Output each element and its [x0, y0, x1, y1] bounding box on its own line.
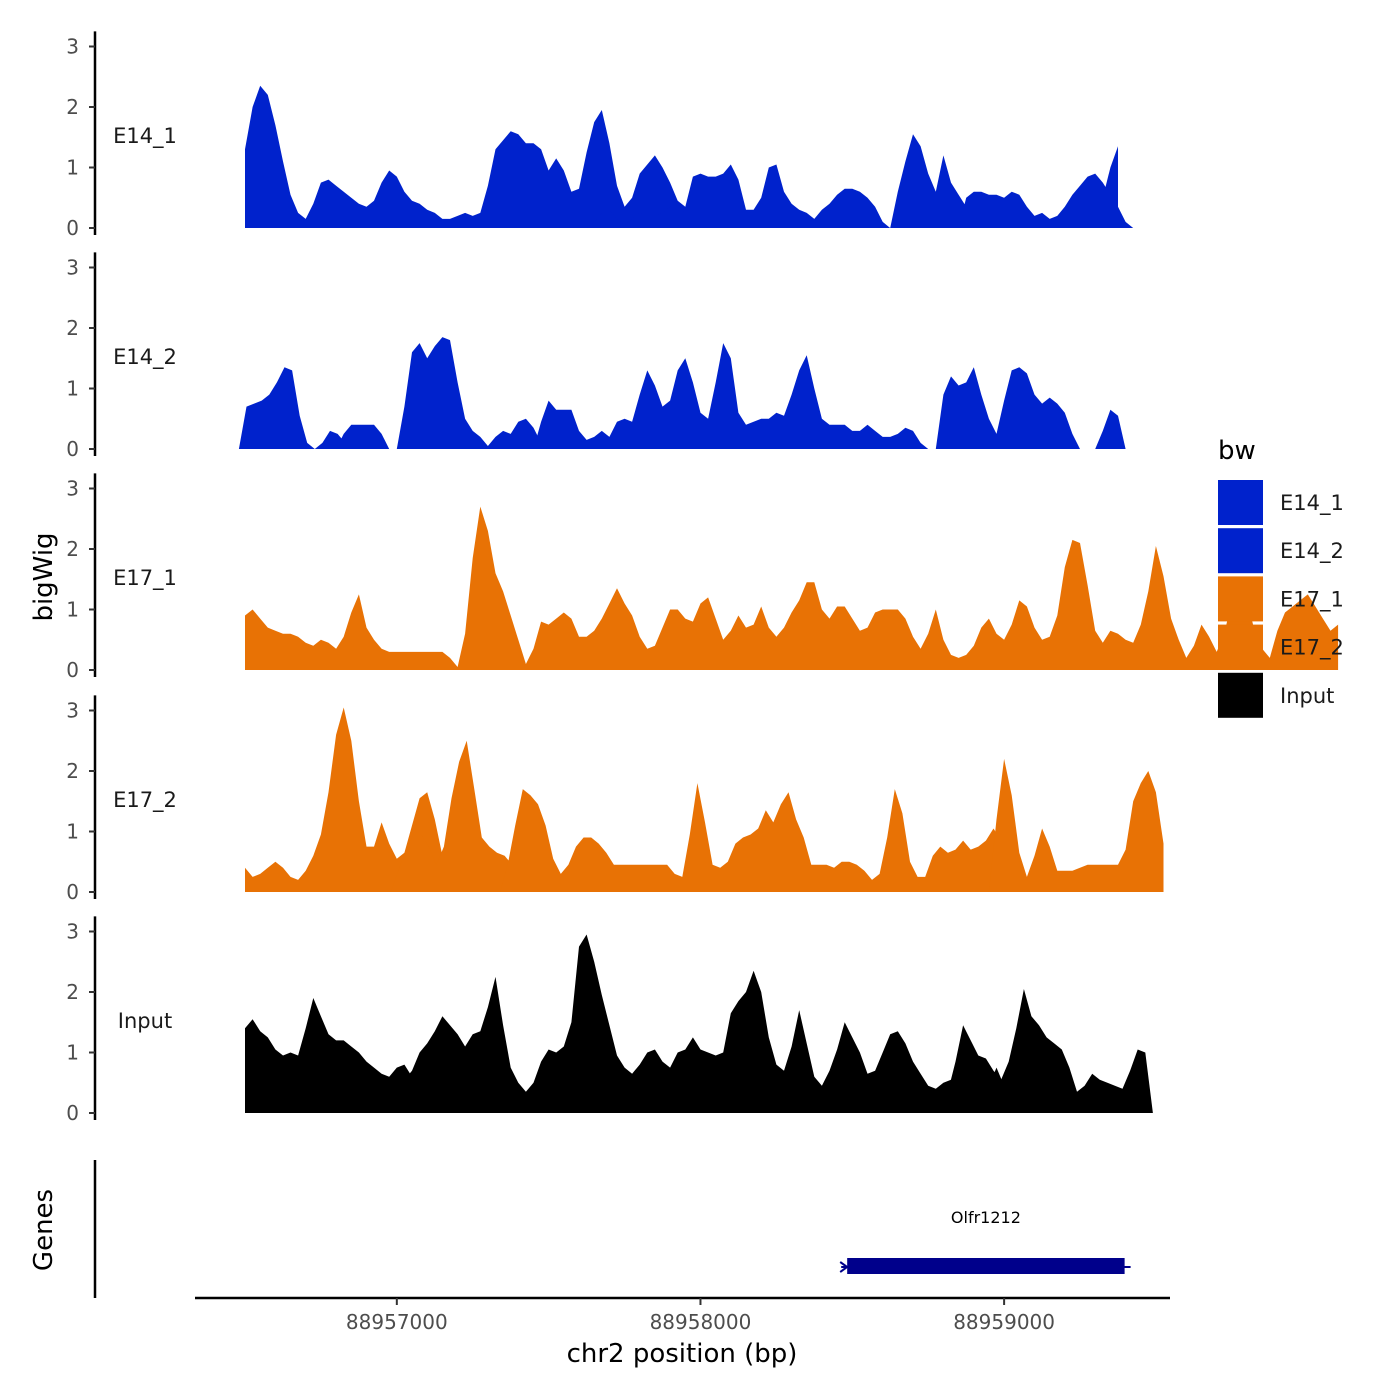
y-tick-label-Input-2: 2 [66, 980, 79, 1004]
track-Input: 0 1 2 3 Input [66, 916, 1153, 1125]
y-tick-label-E14_2-1: 1 [66, 377, 79, 401]
signal-area-E14_1-3 [958, 173, 1134, 228]
legend-label-E14_1: E14_1 [1280, 491, 1344, 516]
legend-label-E17_1: E17_1 [1280, 587, 1344, 612]
legend-title: bw [1218, 436, 1256, 466]
legend-key-E17_2 [1218, 624, 1263, 670]
signal-area-E14_2-0 [238, 367, 353, 449]
y-tick-label-E14_1-2: 2 [66, 95, 79, 119]
signal-area-E14_2-5 [935, 367, 1080, 449]
signal-area-Input-0 [245, 998, 435, 1113]
signal-area-E14_2-6 [1095, 409, 1126, 449]
y-tick-label-E14_2-2: 2 [66, 316, 79, 340]
gene-label-Olfr1212: Olfr1212 [951, 1208, 1021, 1227]
legend-key-E14_1 [1218, 480, 1263, 525]
legend: bw E14_1 E14_2 E17_1 E17_2 Input [1218, 436, 1344, 718]
y-tick-label-E17_2-2: 2 [66, 759, 79, 783]
y-tick-label-Input-1: 1 [66, 1041, 79, 1065]
y-tick-label-E17_2-1: 1 [66, 820, 79, 844]
track-E17_2: 0 1 2 3 E17_2 [66, 695, 1164, 904]
track-panels: 0 1 2 3 E14_1 0 1 2 3 E14_2 0 1 2 3 E17_1 0 1 2 3 E17_2 0 1 2 3… [66, 31, 1339, 1125]
genes-panel: Olfr1212 [93, 1160, 1131, 1298]
signal-area-E14_2-2 [336, 424, 390, 449]
x-tick-label-88959000: 88959000 [953, 1310, 1055, 1334]
signal-area-E17_2-2 [500, 783, 1024, 892]
legend-label-E17_2: E17_2 [1280, 636, 1344, 661]
track-label-E17_2: E17_2 [113, 788, 177, 813]
y-tick-label-E14_1-3: 3 [66, 35, 79, 59]
y-tick-label-E17_2-3: 3 [66, 699, 79, 723]
legend-key-Input [1218, 672, 1263, 718]
genes-axis-title: Genes [29, 1189, 59, 1271]
signal-area-E14_1-0 [245, 85, 716, 228]
track-E14_1: 0 1 2 3 E14_1 [66, 31, 1134, 240]
legend-key-E14_2 [1218, 528, 1263, 574]
gene-strand-arrow-Olfr1212 [839, 1261, 849, 1273]
track-label-E14_1: E14_1 [113, 124, 177, 149]
legend-label-Input: Input [1280, 684, 1334, 708]
signal-area-Input-1 [389, 934, 1050, 1113]
track-E14_2: 0 1 2 3 E14_2 [66, 252, 1126, 461]
y-tick-label-E14_2-0: 0 [66, 437, 79, 461]
signal-area-Input-2 [940, 989, 1153, 1113]
y-tick-label-E14_2-3: 3 [66, 256, 79, 280]
signal-area-E17_2-1 [390, 740, 535, 892]
signal-area-E14_1-4 [1102, 146, 1118, 228]
track-label-E17_1: E17_1 [113, 566, 177, 591]
track-label-Input: Input [118, 1009, 172, 1033]
signal-area-E17_2-0 [245, 707, 458, 892]
y-tick-label-E17_1-3: 3 [66, 477, 79, 501]
track-E17_1: 0 1 2 3 E17_1 [66, 473, 1339, 682]
y-tick-label-Input-0: 0 [66, 1101, 79, 1125]
legend-key-E17_1 [1218, 576, 1263, 622]
y-tick-label-Input-3: 3 [66, 920, 79, 944]
y-tick-label-E14_1-1: 1 [66, 156, 79, 180]
y-tick-label-E17_2-0: 0 [66, 880, 79, 904]
signal-area-E14_2-4 [533, 343, 929, 449]
x-axis-title: chr2 position (bp) [567, 1339, 798, 1369]
y-tick-label-E14_1-0: 0 [66, 216, 79, 240]
legend-label-E14_2: E14_2 [1280, 539, 1344, 564]
y-tick-label-E17_1-0: 0 [66, 658, 79, 682]
track-label-E14_2: E14_2 [113, 345, 177, 370]
y-tick-label-E17_1-2: 2 [66, 537, 79, 561]
y-axis-title: bigWig [29, 532, 59, 621]
x-tick-label-88957000: 88957000 [346, 1310, 448, 1334]
x-axis: 88957000 88958000 88959000 [195, 1296, 1170, 1334]
signal-area-E14_1-1 [586, 203, 701, 228]
signal-area-E14_1-2 [677, 134, 1020, 228]
signal-area-E17_1-0 [245, 506, 1339, 670]
signal-area-E14_2-3 [396, 337, 549, 449]
y-tick-label-E17_1-1: 1 [66, 598, 79, 622]
x-tick-label-88958000: 88958000 [650, 1310, 752, 1334]
signal-area-E17_2-3 [988, 758, 1164, 892]
